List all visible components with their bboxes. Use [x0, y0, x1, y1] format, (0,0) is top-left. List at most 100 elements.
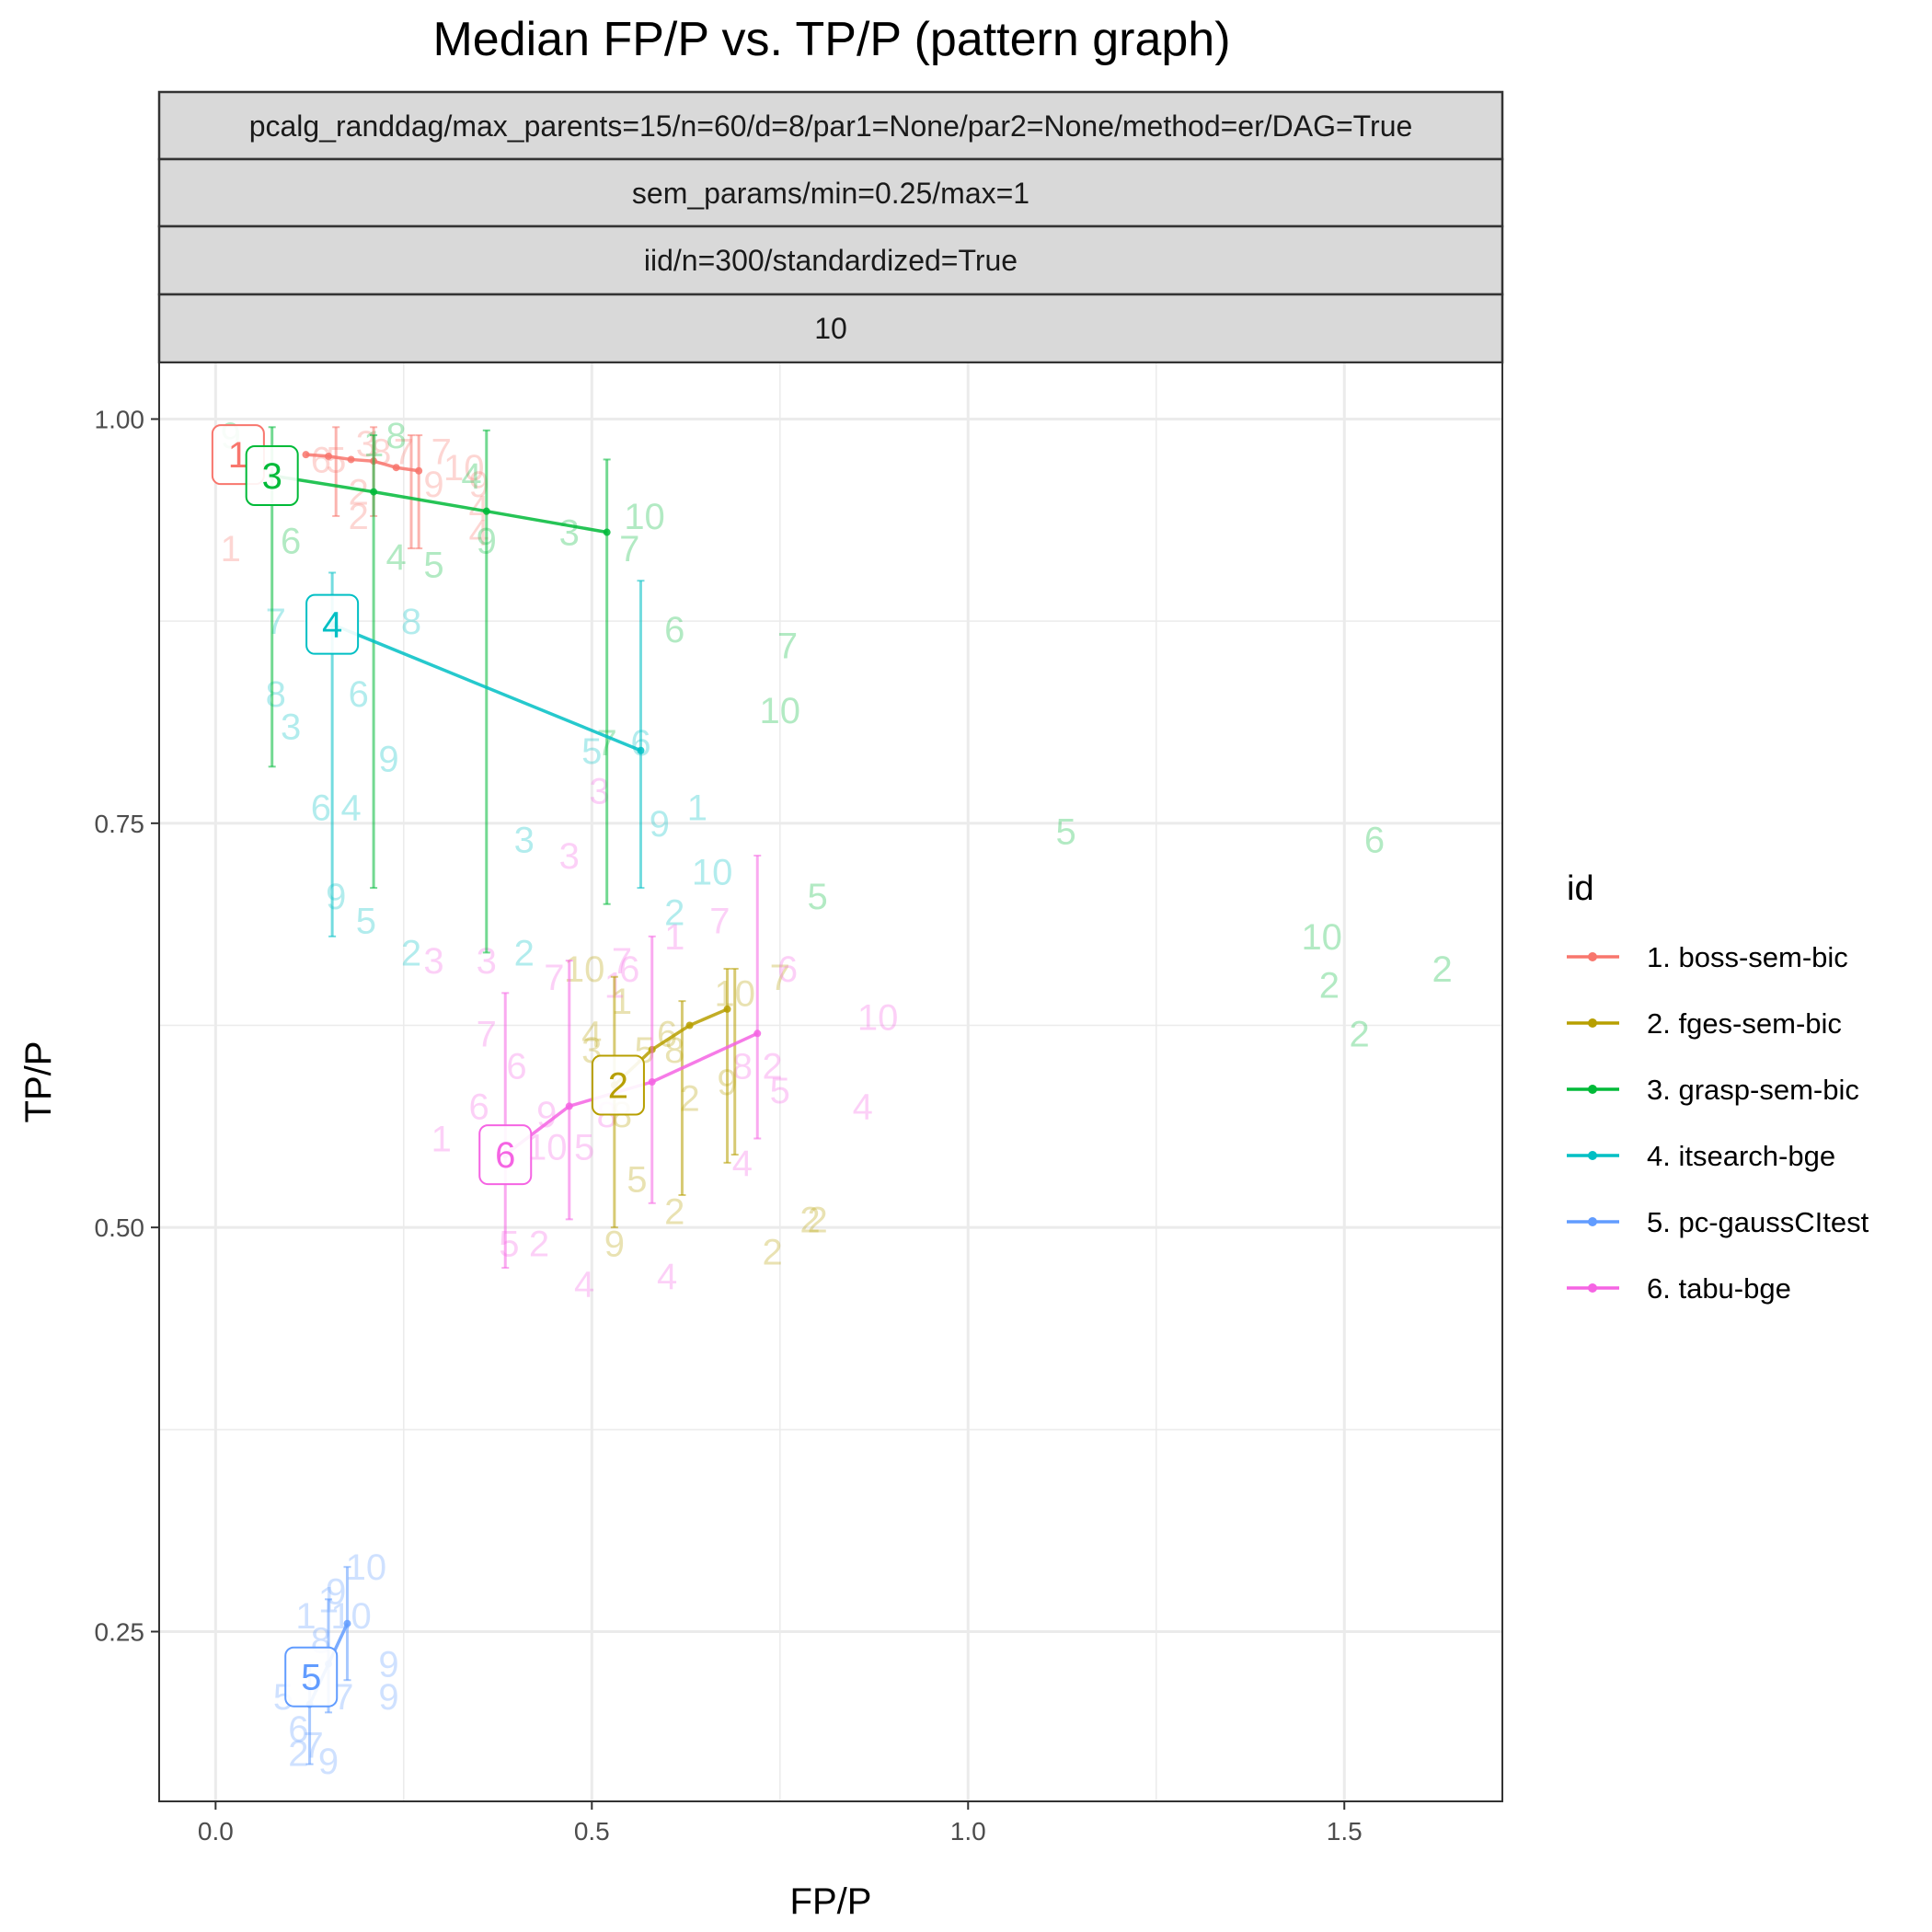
- median-point: [370, 488, 378, 496]
- facet-strip-2: [157, 157, 1504, 228]
- median-label-text: 6: [495, 1135, 515, 1176]
- legend-item-6: 6. tabu-bge: [1567, 1272, 1791, 1305]
- run-label-series-4: 1: [687, 788, 707, 828]
- run-label-series-6: 3: [559, 836, 580, 877]
- legend-label: 2. fges-sem-bic: [1647, 1007, 1842, 1040]
- run-label-series-6: 7: [709, 901, 730, 941]
- grid-lines: [159, 362, 1502, 1801]
- run-label-series-4: 6: [349, 674, 369, 715]
- median-point: [685, 1021, 694, 1029]
- y-tick-label: 1.00: [95, 406, 145, 434]
- run-label-series-6: 3: [477, 941, 497, 982]
- run-label-series-5: 1: [295, 1596, 316, 1637]
- run-label-series-4: 2: [514, 933, 535, 973]
- run-label-series-4: 9: [378, 740, 398, 780]
- run-label-series-2: 8: [664, 1030, 684, 1071]
- run-label-series-6: 4: [657, 1257, 677, 1297]
- median-line: [305, 453, 420, 473]
- run-label-series-1: 2: [349, 473, 369, 513]
- run-label-series-1: 7: [394, 432, 414, 473]
- run-label-series-6: 1: [664, 917, 684, 958]
- run-label-series-6: 6: [619, 949, 639, 990]
- legend-label: 4. itsearch-bge: [1647, 1140, 1835, 1172]
- plot-panel: 1223445677899101222223455678899101012223…: [158, 362, 1503, 1802]
- legend-key-point: [1588, 1085, 1597, 1094]
- legend-key-point: [1588, 1217, 1597, 1226]
- legend-item-3: 3. grasp-sem-bic: [1567, 1074, 1859, 1106]
- median-label-text: 1: [228, 435, 248, 476]
- median-point: [347, 455, 355, 464]
- median-label-text: 5: [301, 1658, 321, 1698]
- run-label-series-1: 6: [311, 440, 331, 480]
- run-label-series-4: 4: [340, 788, 361, 828]
- run-label-series-3: 7: [619, 529, 639, 569]
- y-tick-label: 0.75: [95, 810, 145, 838]
- median-label-text: 4: [322, 605, 342, 646]
- axes: 0.0 0.5 1.0 1.5 0.25 0.50 0.75 1.00: [95, 406, 1363, 1846]
- legend-item-1: 1. boss-sem-bic: [1567, 941, 1848, 973]
- median-line: [331, 623, 642, 753]
- x-axis-title: FP/P: [790, 1881, 872, 1922]
- run-label-series-4: 9: [326, 877, 346, 917]
- run-label-series-3: 2: [1432, 949, 1452, 990]
- facet-strip-1-label: pcalg_randdag/max_parents=15/n=60/d=8/pa…: [249, 109, 1413, 143]
- legend-label: 5. pc-gaussCItest: [1647, 1206, 1869, 1238]
- legend-label: 3. grasp-sem-bic: [1647, 1074, 1859, 1106]
- median-label-box: [478, 1124, 533, 1186]
- run-label-series-3: 3: [559, 513, 580, 554]
- run-label-series-6: 6: [468, 1087, 489, 1127]
- run-label-series-2: 9: [604, 1225, 625, 1265]
- run-label-series-4: 10: [692, 853, 733, 893]
- series-3-median: [268, 426, 611, 954]
- median-label-series-3: 3: [245, 445, 299, 507]
- facet-strip-1: [157, 90, 1504, 161]
- run-label-series-2: 5: [627, 1159, 647, 1200]
- run-label-series-6: 4: [574, 1265, 594, 1305]
- run-label-series-2: 4: [581, 1014, 602, 1054]
- run-label-series-1: 1: [221, 529, 241, 569]
- run-label-series-3: 6: [1364, 820, 1385, 860]
- run-label-series-3: 4: [461, 456, 481, 497]
- median-point: [415, 466, 423, 475]
- x-tick-label: 1.0: [950, 1817, 986, 1846]
- run-label-series-5: 9: [378, 1677, 398, 1718]
- median-label-text: 2: [608, 1066, 628, 1107]
- run-label-series-4: 5: [356, 901, 376, 941]
- legend-key-point: [1588, 952, 1597, 961]
- median-point: [343, 1619, 351, 1627]
- facet-strip-3: [157, 224, 1504, 296]
- run-label-series-6: 5: [499, 1225, 519, 1265]
- median-label-box: [591, 1054, 645, 1116]
- run-label-series-4: 5: [581, 731, 602, 772]
- facet-strip-2-label: sem_params/min=0.25/max=1: [632, 177, 1029, 210]
- median-label-series-4: 4: [305, 593, 360, 655]
- run-label-series-1: 10: [443, 448, 485, 489]
- run-label-series-1: 9: [423, 465, 443, 505]
- run-label-series-6: 6: [506, 1046, 526, 1087]
- run-label-series-6: 7: [477, 1014, 497, 1054]
- run-label-series-6: 2: [762, 1046, 782, 1087]
- run-label-series-4: 8: [266, 674, 286, 715]
- legend-label: 1. boss-sem-bic: [1647, 941, 1848, 973]
- run-label-series-1: 3: [356, 424, 376, 465]
- median-label-box: [305, 593, 360, 655]
- run-label-series-3: 10: [1301, 917, 1342, 958]
- median-point: [325, 452, 333, 460]
- median-label-box: [245, 445, 299, 507]
- run-label-series-3: 5: [808, 877, 828, 917]
- x-tick-label: 0.0: [198, 1817, 234, 1846]
- x-tick-label: 1.5: [1327, 1817, 1363, 1846]
- run-label-series-3: 10: [760, 691, 801, 731]
- run-label-series-4: 2: [401, 933, 421, 973]
- legend-item-5: 5. pc-gaussCItest: [1567, 1206, 1869, 1238]
- median-label-series-6: 6: [478, 1124, 533, 1186]
- median-point: [723, 1005, 731, 1013]
- median-point: [648, 1078, 656, 1086]
- run-label-series-6: 7: [612, 941, 632, 982]
- y-tick-label: 0.50: [95, 1213, 145, 1242]
- run-label-series-6: 5: [770, 1071, 790, 1111]
- run-label-series-5: 6: [288, 1709, 308, 1750]
- run-label-series-5: 9: [318, 1742, 339, 1782]
